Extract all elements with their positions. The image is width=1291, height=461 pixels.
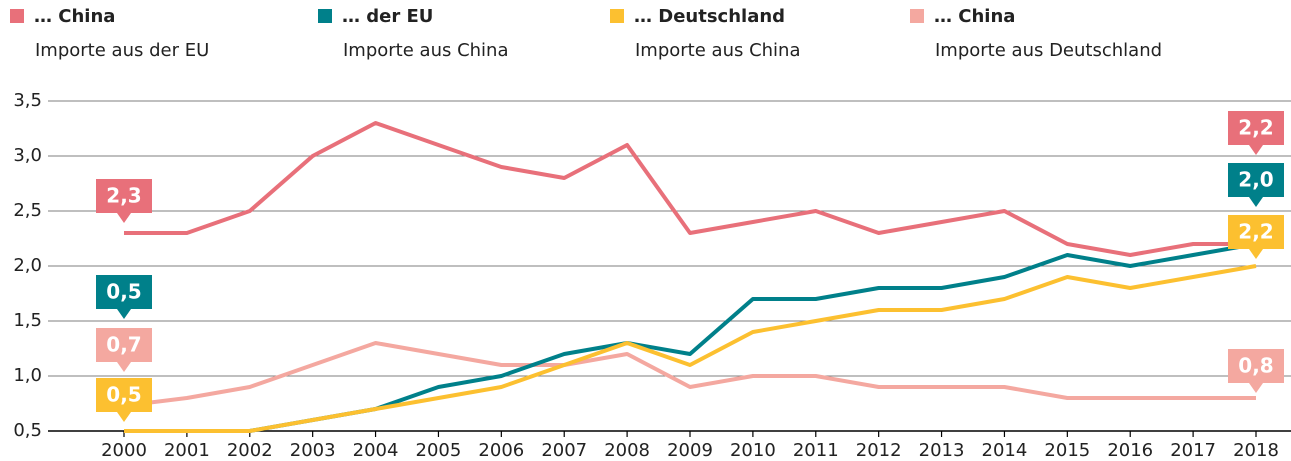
x-tick-label: 2002 [227,440,273,461]
callout-pointer [1249,145,1263,155]
callout-box [96,275,152,309]
callout-pointer [1249,383,1263,393]
callout-pointer [117,309,131,319]
x-tick-label: 2006 [478,440,524,461]
x-tick-label: 2011 [793,440,839,461]
callout-pointer [117,412,131,422]
legend-name: … Deutschland [634,6,785,27]
callout-pointer [1249,249,1263,259]
x-tick-label: 2016 [1107,440,1153,461]
y-tick-label: 0,5 [13,420,42,441]
series-line [124,242,1257,433]
callout-box [96,378,152,412]
callout-box [1228,215,1284,249]
x-tick-label: 2003 [290,440,336,461]
series-line [124,121,1256,257]
x-tick-label: 2007 [541,440,587,461]
legend-description: Importe aus China [635,40,801,61]
callout-pointer [117,362,131,372]
callout-label: 2,0 [1238,168,1273,192]
series-line [123,341,1256,408]
callout-box [96,328,152,362]
x-tick-label: 2015 [1044,440,1090,461]
y-tick-label: 1,5 [13,310,42,331]
legend-description: Importe aus China [343,40,509,61]
x-tick-label: 2001 [164,440,210,461]
y-tick-label: 2,5 [13,200,42,221]
x-tick-label: 2013 [919,440,965,461]
callout-label: 0,5 [106,383,141,407]
legend-name: … China [934,6,1015,27]
legend-swatch [610,9,624,23]
y-tick-label: 1,0 [13,365,42,386]
legend-swatch [318,9,332,23]
callout-label: 2,2 [1238,220,1273,244]
legend-swatch [910,9,924,23]
x-tick-label: 2010 [730,440,776,461]
legend-description: Importe aus Deutschland [935,40,1162,61]
y-tick-label: 3,5 [13,90,42,111]
legend-swatch [10,9,24,23]
callout-pointer [1249,197,1263,207]
x-tick-label: 2017 [1170,440,1216,461]
x-tick-label: 2000 [101,440,147,461]
x-tick-label: 2005 [416,440,462,461]
callout-pointer [117,213,131,223]
legend-description: Importe aus der EU [35,40,209,61]
x-tick-label: 2008 [604,440,650,461]
x-tick-label: 2018 [1233,440,1279,461]
legend-name: … der EU [342,6,433,27]
x-tick-label: 2009 [667,440,713,461]
callout-label: 2,2 [1238,116,1273,140]
y-tick-label: 3,0 [13,145,42,166]
callout-box [1228,111,1284,145]
callout-label: 0,8 [1238,354,1273,378]
x-tick-label: 2014 [982,440,1028,461]
x-tick-label: 2004 [353,440,399,461]
x-tick-label: 2012 [856,440,902,461]
legend-name: … China [34,6,115,27]
callout-label: 0,5 [106,280,141,304]
callout-label: 2,3 [106,184,141,208]
y-tick-label: 2,0 [13,255,42,276]
callout-box [96,179,152,213]
callout-box [1228,163,1284,197]
callout-box [1228,349,1284,383]
callout-label: 0,7 [106,333,141,357]
series-line [124,264,1257,433]
